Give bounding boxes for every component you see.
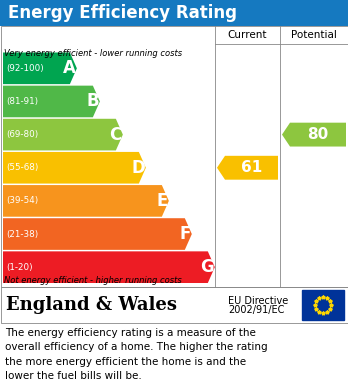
Text: Not energy efficient - higher running costs: Not energy efficient - higher running co… <box>4 276 182 285</box>
Polygon shape <box>3 185 169 217</box>
Polygon shape <box>3 152 146 183</box>
Text: C: C <box>110 126 122 143</box>
Text: B: B <box>86 92 99 111</box>
Bar <box>0 323 348 391</box>
Text: A: A <box>63 59 76 77</box>
Text: (92-100): (92-100) <box>6 64 44 73</box>
Polygon shape <box>3 52 77 84</box>
Text: Energy Efficiency Rating: Energy Efficiency Rating <box>8 4 237 22</box>
Text: G: G <box>200 258 214 276</box>
Polygon shape <box>3 251 215 283</box>
Text: The energy efficiency rating is a measure of the
overall efficiency of a home. T: The energy efficiency rating is a measur… <box>5 328 268 381</box>
Text: E: E <box>157 192 168 210</box>
Text: D: D <box>131 159 145 177</box>
Text: 80: 80 <box>307 127 329 142</box>
Text: (21-38): (21-38) <box>6 230 38 239</box>
Text: (81-91): (81-91) <box>6 97 38 106</box>
Bar <box>0 26 348 287</box>
Text: EU Directive: EU Directive <box>228 296 288 306</box>
Text: F: F <box>180 225 191 243</box>
Polygon shape <box>217 156 278 180</box>
Text: Potential: Potential <box>291 30 337 40</box>
Polygon shape <box>3 218 192 250</box>
Polygon shape <box>282 123 346 147</box>
Text: (39-54): (39-54) <box>6 196 38 205</box>
Polygon shape <box>3 86 100 117</box>
Text: 2002/91/EC: 2002/91/EC <box>228 305 284 315</box>
Text: Very energy efficient - lower running costs: Very energy efficient - lower running co… <box>4 49 182 58</box>
Polygon shape <box>3 119 123 151</box>
Text: (69-80): (69-80) <box>6 130 38 139</box>
Bar <box>0 287 348 323</box>
Text: England & Wales: England & Wales <box>6 296 177 314</box>
Text: 61: 61 <box>241 160 262 175</box>
Text: (1-20): (1-20) <box>6 263 33 272</box>
Text: (55-68): (55-68) <box>6 163 38 172</box>
Text: Current: Current <box>228 30 267 40</box>
Bar <box>302 290 344 320</box>
Bar <box>0 0 348 26</box>
Bar <box>0 287 348 323</box>
